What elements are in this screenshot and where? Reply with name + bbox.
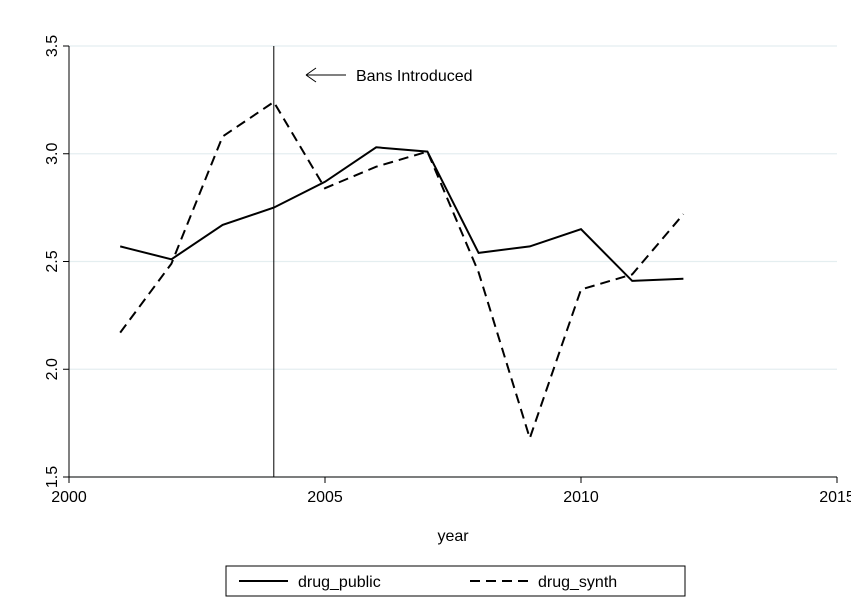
x-axis-title: year <box>437 528 469 545</box>
data-point-drug_synth <box>477 271 479 273</box>
annotation-label: Bans Introduced <box>356 68 473 85</box>
data-point-drug_synth <box>170 262 172 264</box>
data-point-drug_synth <box>631 273 633 275</box>
legend-label-drug_public: drug_public <box>298 574 381 591</box>
series-line-drug_public <box>119 146 684 282</box>
x-tick-label: 2010 <box>563 489 599 506</box>
data-point-drug_public <box>221 224 223 226</box>
data-point-drug_public <box>324 181 326 183</box>
legend: drug_public drug_synth <box>225 565 686 597</box>
series-line-drug_synth <box>119 100 685 442</box>
y-tick-label: 2.5 <box>44 250 61 272</box>
legend-box <box>225 565 686 597</box>
x-tick-label: 2005 <box>307 489 343 506</box>
data-point-drug_synth <box>529 437 531 439</box>
data-point-drug_synth <box>580 288 582 290</box>
y-tick-label: 1.5 <box>44 466 61 488</box>
data-point-drug_synth <box>426 150 428 152</box>
data-point-drug_public <box>477 252 479 254</box>
y-tick-label: 2.0 <box>44 358 61 380</box>
legend-label-drug_synth: drug_synth <box>538 574 617 591</box>
data-point-drug_public <box>631 280 633 282</box>
y-tick-label: 3.5 <box>44 35 61 57</box>
y-tick-label: 3.0 <box>44 143 61 165</box>
data-point-drug_public <box>375 146 377 148</box>
data-point-drug_synth <box>375 165 377 167</box>
x-tick-label: 2015 <box>819 489 851 506</box>
data-point-drug_synth <box>119 331 121 333</box>
data-point-drug_public <box>682 278 684 280</box>
data-point-drug_public <box>119 245 121 247</box>
series-layer <box>119 100 685 442</box>
data-point-drug_synth <box>221 135 223 137</box>
data-point-drug_synth <box>682 213 684 215</box>
arrow-left-icon <box>305 67 346 83</box>
annotation-layer: Bans Introduced <box>273 46 473 477</box>
data-point-drug_public <box>580 228 582 230</box>
data-point-drug_synth <box>324 187 326 189</box>
axes: 1.5 2.0 2.5 3.0 3.5 2000 2005 2010 2015 <box>44 35 851 506</box>
x-tick-label: 2000 <box>51 489 87 506</box>
data-point-drug_public <box>529 245 531 247</box>
